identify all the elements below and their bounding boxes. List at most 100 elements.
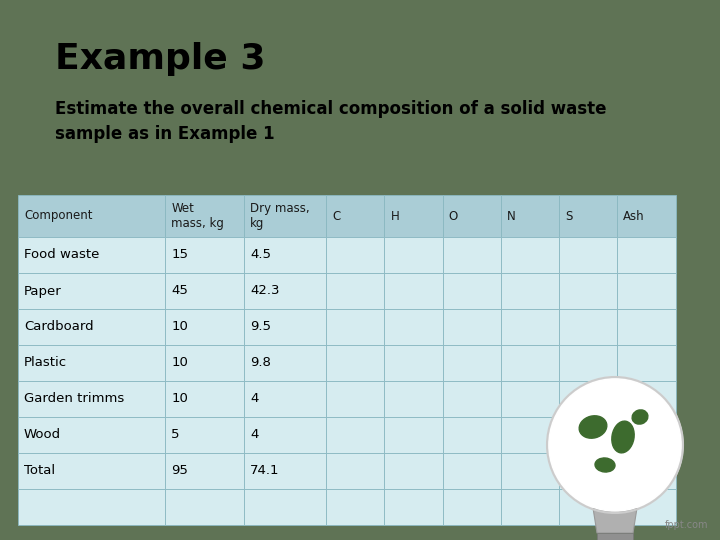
Bar <box>18 273 166 309</box>
Text: H: H <box>390 210 399 222</box>
Bar <box>18 381 166 417</box>
Text: 10: 10 <box>171 321 188 334</box>
Bar <box>18 489 166 525</box>
Bar <box>501 237 559 273</box>
Bar <box>559 345 617 381</box>
Text: 4: 4 <box>250 393 258 406</box>
Text: O: O <box>449 210 458 222</box>
Bar <box>384 417 443 453</box>
Text: 4.5: 4.5 <box>250 248 271 261</box>
Bar <box>559 453 617 489</box>
Bar <box>384 345 443 381</box>
Bar <box>501 453 559 489</box>
Bar <box>166 345 244 381</box>
Text: 95: 95 <box>171 464 188 477</box>
Ellipse shape <box>595 458 615 472</box>
Text: S: S <box>565 210 572 222</box>
Ellipse shape <box>579 416 607 438</box>
Bar <box>244 417 326 453</box>
Text: Garden trimms: Garden trimms <box>24 393 125 406</box>
Bar <box>326 237 384 273</box>
Text: 15: 15 <box>171 248 188 261</box>
Text: Total: Total <box>24 464 55 477</box>
Text: 74.1: 74.1 <box>250 464 279 477</box>
Text: 4: 4 <box>250 429 258 442</box>
Text: Cardboard: Cardboard <box>24 321 94 334</box>
Text: 9.5: 9.5 <box>250 321 271 334</box>
Bar <box>559 237 617 273</box>
Bar <box>166 309 244 345</box>
Bar <box>443 381 501 417</box>
Bar <box>443 309 501 345</box>
Text: Wet
mass, kg: Wet mass, kg <box>171 202 224 230</box>
Bar <box>443 453 501 489</box>
Bar <box>326 195 384 237</box>
Bar <box>244 453 326 489</box>
Bar <box>617 309 675 345</box>
Text: 45: 45 <box>171 285 188 298</box>
Ellipse shape <box>612 421 634 453</box>
Bar <box>18 309 166 345</box>
Bar <box>18 237 166 273</box>
Text: fppt.com: fppt.com <box>665 520 708 530</box>
Bar <box>617 237 675 273</box>
Text: Paper: Paper <box>24 285 62 298</box>
Bar <box>559 273 617 309</box>
Bar <box>326 381 384 417</box>
Bar <box>166 453 244 489</box>
Bar <box>244 195 326 237</box>
Circle shape <box>547 377 683 513</box>
Text: Food waste: Food waste <box>24 248 99 261</box>
Bar <box>18 195 166 237</box>
Bar <box>326 417 384 453</box>
Text: Example 3: Example 3 <box>55 42 266 76</box>
Bar <box>326 273 384 309</box>
Bar <box>617 345 675 381</box>
Bar <box>501 195 559 237</box>
Bar <box>166 273 244 309</box>
Bar <box>384 453 443 489</box>
Bar <box>384 195 443 237</box>
Text: 10: 10 <box>171 393 188 406</box>
Text: Plastic: Plastic <box>24 356 67 369</box>
Bar <box>244 381 326 417</box>
Bar <box>501 489 559 525</box>
Bar <box>384 237 443 273</box>
Bar <box>166 381 244 417</box>
Bar <box>617 381 675 417</box>
Bar <box>597 533 633 540</box>
Bar <box>501 417 559 453</box>
Bar <box>617 273 675 309</box>
Bar <box>326 453 384 489</box>
Bar <box>326 309 384 345</box>
Bar <box>384 381 443 417</box>
Bar <box>18 417 166 453</box>
Bar <box>18 453 166 489</box>
Text: Wood: Wood <box>24 429 61 442</box>
Text: 10: 10 <box>171 356 188 369</box>
Bar <box>443 417 501 453</box>
Bar <box>244 345 326 381</box>
Text: 9.8: 9.8 <box>250 356 271 369</box>
Bar <box>559 489 617 525</box>
Bar <box>326 345 384 381</box>
Bar <box>559 381 617 417</box>
Bar <box>166 237 244 273</box>
Bar <box>384 273 443 309</box>
Circle shape <box>549 379 681 511</box>
Bar <box>384 309 443 345</box>
Bar <box>501 309 559 345</box>
Text: Ash: Ash <box>624 210 645 222</box>
Bar <box>617 453 675 489</box>
Bar <box>443 273 501 309</box>
Bar <box>501 345 559 381</box>
Bar <box>443 345 501 381</box>
Bar <box>559 195 617 237</box>
Bar <box>166 417 244 453</box>
Bar <box>559 417 617 453</box>
Ellipse shape <box>632 410 648 424</box>
Bar <box>443 195 501 237</box>
Text: N: N <box>507 210 516 222</box>
Text: Estimate the overall chemical composition of a solid waste
sample as in Example : Estimate the overall chemical compositio… <box>55 100 606 143</box>
Bar <box>244 273 326 309</box>
